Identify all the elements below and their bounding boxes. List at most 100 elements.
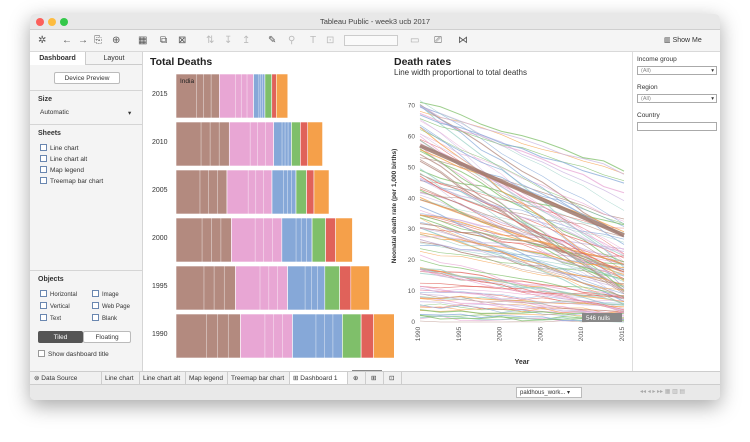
back-icon[interactable]: ←: [62, 35, 72, 46]
tableau-logo-icon[interactable]: ✲: [38, 35, 47, 46]
swap-icon[interactable]: ⇅: [206, 35, 215, 46]
tab-dashboard[interactable]: Dashboard: [30, 52, 86, 65]
object-web-page[interactable]: Web Page: [92, 302, 130, 310]
duplicate-icon[interactable]: ⧉: [160, 35, 168, 46]
series-line: [419, 129, 625, 224]
dashboard-canvas: Total Deaths 2015 2010 2005 2000 1995 1990 Ind…: [144, 52, 632, 379]
region-filter-value: (All): [641, 96, 651, 102]
tab-dashboard-1[interactable]: ⊞ Dashboard 1: [290, 372, 348, 385]
series-line: [419, 172, 625, 283]
income-filter-dropdown[interactable]: (All) ▾: [637, 66, 717, 75]
database-icon: ⊚: [34, 375, 42, 382]
user-dropdown[interactable]: paldhous_work... ▾: [516, 387, 582, 398]
zoom-button[interactable]: [60, 18, 68, 26]
new-story-icon[interactable]: ⊡: [386, 372, 402, 385]
series-line: [419, 105, 625, 202]
treemap-cell: [228, 121, 274, 167]
new-worksheet-icon[interactable]: ⊕: [350, 372, 366, 385]
sheet-item-map-legend[interactable]: Map legend: [40, 166, 84, 174]
treemap-title: Total Deaths: [150, 56, 213, 68]
horizontal-icon: [40, 290, 47, 297]
series-line: [419, 287, 625, 312]
treemap-cell: [175, 169, 228, 215]
new-dashboard-icon[interactable]: ⊞: [368, 372, 384, 385]
show-me-button[interactable]: ▥ Show Me: [664, 34, 702, 48]
object-blank[interactable]: Blank: [92, 314, 117, 322]
tab-line-chart[interactable]: Line chart: [102, 372, 140, 385]
tab-map-legend[interactable]: Map legend: [186, 372, 228, 385]
sheet-nav-icons[interactable]: ◂◂ ◂ ▸ ▸▸ ▦ ▥ ▤: [640, 389, 686, 395]
format-icon[interactable]: ⊡: [326, 35, 335, 46]
treemap-cell: [300, 121, 309, 167]
add-datasource-icon[interactable]: ⊕: [112, 35, 121, 46]
treemap-cell: [175, 121, 230, 167]
show-title-checkbox[interactable]: Show dashboard title: [38, 350, 109, 358]
y-tick-label: 60: [408, 133, 416, 140]
y-tick-label: 20: [408, 257, 416, 264]
series-line: [419, 105, 625, 225]
sheets-heading: Sheets: [38, 130, 61, 137]
series-line: [419, 251, 625, 291]
save-icon[interactable]: ⎘: [94, 35, 102, 46]
series-line: [419, 242, 625, 280]
share-icon[interactable]: ⋈: [458, 35, 468, 46]
fit-dropdown[interactable]: [344, 35, 398, 46]
series-line: [419, 133, 625, 265]
show-me-label: Show Me: [672, 37, 702, 44]
label-icon[interactable]: T: [310, 35, 317, 46]
globe-icon: [92, 302, 99, 309]
object-horizontal[interactable]: Horizontal: [40, 290, 77, 298]
sort-desc-icon[interactable]: ↥: [242, 35, 251, 46]
region-filter-dropdown[interactable]: (All) ▾: [637, 94, 717, 103]
treemap-cell: [313, 169, 330, 215]
minimize-button[interactable]: [48, 18, 56, 26]
card-icon[interactable]: ▭: [410, 35, 420, 46]
series-line: [419, 145, 625, 290]
tab-label: Data Source: [41, 375, 78, 382]
sheet-item-line-chart-alt[interactable]: Line chart alt: [40, 155, 87, 163]
tab-data-source[interactable]: ⊚ Data Source: [30, 372, 102, 385]
nulls-text: 546 nulls: [586, 316, 610, 322]
sheet-item-line-chart[interactable]: Line chart: [40, 144, 79, 152]
treemap-cell: [324, 265, 340, 311]
tab-treemap[interactable]: Treemap bar chart: [228, 372, 290, 385]
forward-icon[interactable]: →: [78, 35, 88, 46]
new-sheet-icon[interactable]: ▦: [138, 35, 148, 46]
device-preview-button[interactable]: Device Preview: [54, 72, 120, 84]
treemap-chart[interactable]: 201520102005200019951990India138 nulls: [144, 72, 394, 382]
close-button[interactable]: [36, 18, 44, 26]
sheet-item-treemap[interactable]: Treemap bar chart: [40, 177, 103, 185]
object-label: Blank: [102, 316, 118, 322]
object-vertical[interactable]: Vertical: [40, 302, 70, 310]
highlight-icon[interactable]: ✎: [268, 35, 277, 46]
clear-icon[interactable]: ⊠: [178, 35, 187, 46]
floating-toggle[interactable]: Floating: [83, 331, 131, 343]
object-text[interactable]: Text: [40, 314, 61, 322]
tab-line-chart-alt[interactable]: Line chart alt: [140, 372, 186, 385]
series-line: [419, 293, 625, 312]
series-line: [419, 205, 625, 302]
country-filter-input[interactable]: [637, 122, 717, 131]
india-label: India: [180, 78, 194, 85]
x-axis-label: Year: [515, 359, 530, 366]
tiled-toggle[interactable]: Tiled: [38, 331, 83, 343]
treemap-cell: [360, 313, 374, 359]
sort-asc-icon[interactable]: ↧: [224, 35, 233, 46]
tab-label: Dashboard 1: [300, 375, 338, 382]
treemap-cell: [219, 73, 254, 119]
pin-icon[interactable]: ⚲: [288, 35, 296, 46]
y-tick-label: 0: [411, 319, 415, 326]
object-image[interactable]: Image: [92, 290, 119, 298]
x-tick-label: 2015: [619, 326, 626, 341]
treemap-cell: [335, 217, 353, 263]
series-line: [419, 110, 625, 175]
treemap-cell: [240, 313, 293, 359]
presentation-icon[interactable]: ⎚: [434, 35, 442, 46]
sheet-label: Treemap bar chart: [50, 178, 104, 185]
series-line: [419, 268, 625, 299]
series-line: [419, 198, 625, 243]
size-dropdown[interactable]: Automatic ▾: [40, 109, 131, 117]
series-line: [419, 114, 625, 184]
tab-layout[interactable]: Layout: [103, 55, 125, 62]
